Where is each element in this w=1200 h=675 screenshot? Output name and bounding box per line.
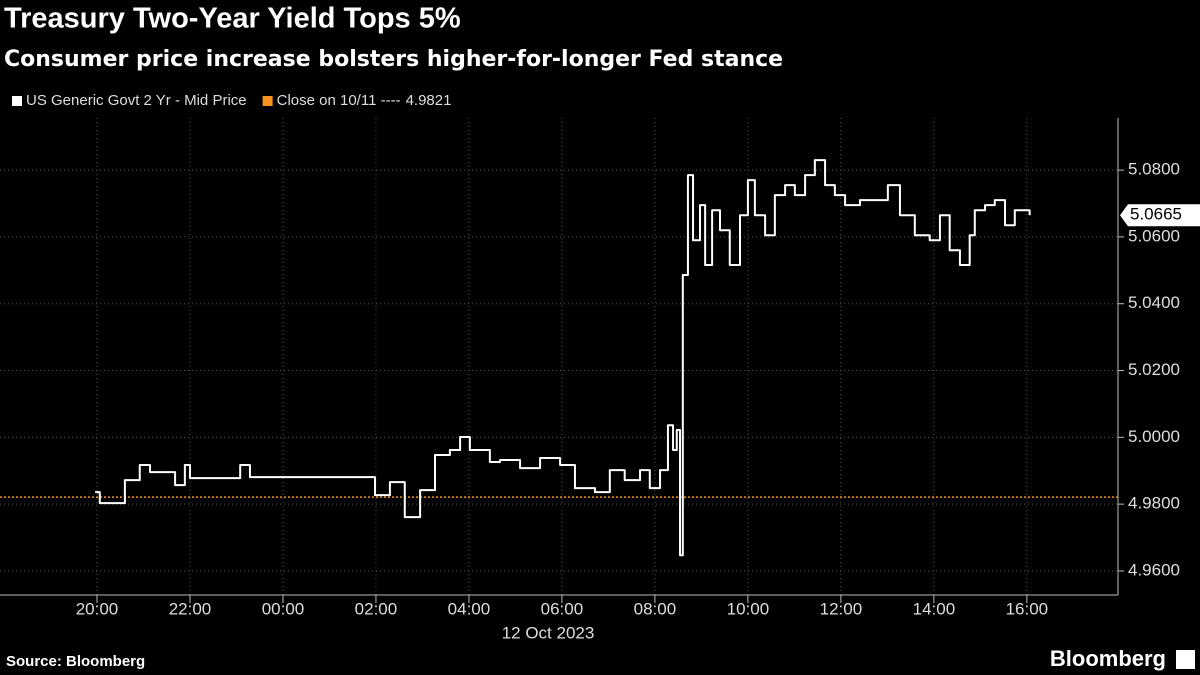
x-tick-label: 06:00 (541, 599, 584, 618)
x-tick-label: 14:00 (913, 599, 956, 618)
y-tick-label: 5.0000 (1128, 427, 1180, 446)
x-tick-label: 22:00 (169, 599, 212, 618)
legend-swatch (262, 96, 273, 106)
y-tick-label: 5.0200 (1128, 360, 1180, 379)
brand-icon (1176, 650, 1195, 669)
last-value-label: 5.0665 (1130, 205, 1182, 224)
last-value-tag (1120, 204, 1200, 227)
legend-label: US Generic Govt 2 Yr - Mid Price (26, 92, 247, 109)
legend-value: 4.9821 (406, 92, 452, 109)
chart-subtitle: Consumer price increase bolsters higher-… (4, 47, 783, 72)
y-tick-label: 5.0600 (1128, 226, 1180, 245)
x-tick-label: 04:00 (448, 599, 491, 618)
x-axis-label: 12 Oct 2023 (502, 623, 595, 642)
y-tick-label: 4.9800 (1128, 494, 1180, 513)
y-tick-label: 4.9600 (1128, 560, 1180, 579)
x-tick-label: 16:00 (1006, 599, 1049, 618)
x-tick-label: 00:00 (262, 599, 305, 618)
brand: Bloomberg (1050, 646, 1166, 671)
legend-label: Close on 10/11 ---- (277, 92, 401, 109)
chart-title: Treasury Two-Year Yield Tops 5% (4, 3, 461, 35)
x-tick-label: 12:00 (820, 599, 863, 618)
source: Source: Bloomberg (6, 653, 145, 670)
x-tick-label: 08:00 (634, 599, 677, 618)
y-tick-label: 5.0400 (1128, 293, 1180, 312)
x-tick-label: 02:00 (355, 599, 398, 618)
y-tick-label: 5.0800 (1128, 160, 1180, 179)
x-tick-label: 20:00 (76, 599, 119, 618)
series-line (95, 159, 1031, 557)
legend-swatch (12, 96, 22, 106)
x-tick-label: 10:00 (727, 599, 770, 618)
